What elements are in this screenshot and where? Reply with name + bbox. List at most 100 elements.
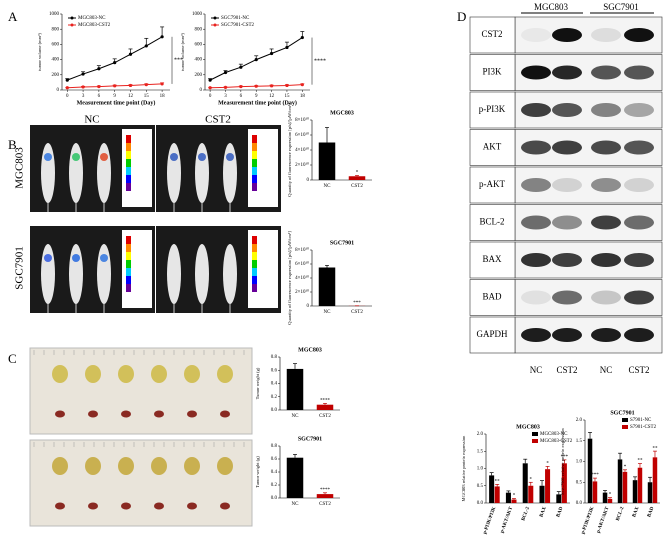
blot-label-box (469, 16, 516, 54)
band (624, 140, 654, 155)
band (591, 65, 621, 80)
bar (286, 368, 304, 410)
signal (44, 153, 52, 161)
bar (632, 480, 638, 503)
significance: * (530, 477, 533, 482)
bar (561, 463, 567, 503)
chart-title: MGC803 (516, 424, 540, 430)
y-tick-label: 600 (52, 43, 60, 48)
bar (637, 467, 643, 503)
point (160, 82, 164, 86)
point (81, 72, 85, 76)
color-scale (252, 268, 257, 276)
point (269, 84, 274, 88)
point (113, 61, 117, 65)
y-tick-label: 0 (57, 88, 60, 93)
y-tick-label: 1.5 (576, 439, 583, 444)
x-tick-label: BAX (632, 506, 640, 518)
point (208, 78, 212, 82)
x-axis-label: Measurement time point (Day) (218, 99, 297, 106)
blot-label-box (469, 279, 516, 316)
point (81, 85, 85, 89)
tumor (55, 502, 65, 510)
x-tick-label: p-AKT/AKT (500, 506, 514, 534)
x-tick-label: BCL-2 (616, 506, 626, 522)
legend-label: MGC803-NC (540, 432, 568, 437)
significance: ** (637, 459, 643, 464)
x-tick-label: 9 (113, 94, 116, 99)
tumor (184, 365, 200, 383)
point (239, 84, 243, 89)
y-tick-label: 2×10¹⁰ (295, 162, 309, 168)
legend-marker (70, 23, 74, 27)
row-label: SGC7901 (14, 246, 26, 289)
point (254, 58, 258, 62)
y-axis-label: Tumor weight (g) (255, 367, 260, 399)
bar (316, 494, 334, 498)
point (128, 83, 133, 88)
color-scale (252, 260, 257, 268)
mouse (69, 244, 83, 304)
y-axis-label: Quantity of fluorescence expression [p/s… (287, 103, 292, 197)
blot-label-box (469, 91, 516, 129)
y-axis-label: Quantity of fluorescence expression [p/s… (287, 231, 292, 325)
bar (316, 404, 334, 410)
y-tick-label: 0 (307, 304, 310, 309)
x-axis-label: Measurement time point (Day) (77, 99, 156, 106)
x-tick-label: NC (324, 184, 332, 189)
bar (545, 469, 551, 503)
y-tick-label: 0.5 (477, 484, 484, 489)
x-tick-label: p-AKT/AKT (596, 506, 610, 534)
chart-title: SGC7901 (330, 240, 354, 246)
blot-label: PI3K (482, 67, 502, 77)
bar (522, 463, 528, 503)
y-axis-label: tumor volume (mm³) (37, 33, 42, 71)
mouse (195, 244, 209, 304)
band (521, 328, 551, 342)
legend-swatch (532, 432, 538, 436)
legend-label: MGC803-CST2 (540, 439, 573, 444)
y-tick-label: 8×10¹⁰ (295, 117, 309, 123)
column-label: CST2 (205, 114, 231, 126)
point (65, 86, 69, 90)
point (300, 35, 304, 40)
band (624, 28, 654, 42)
band (552, 140, 582, 155)
y-axis-label: SGC7901 relative protein expression (560, 427, 565, 494)
y-tick-label: 0.2 (271, 395, 278, 400)
y-tick-label: 6×10¹⁰ (295, 132, 309, 138)
bar (348, 176, 366, 180)
y-tick-label: 2.0 (576, 418, 583, 423)
panel-label: B (8, 137, 17, 152)
significance: **** (314, 58, 326, 64)
y-axis-label: tumor volume (mm³) (180, 33, 185, 71)
legend-label: SGC7901-NC (221, 16, 250, 21)
legend-swatch (532, 439, 538, 443)
blot-label: BCL-2 (479, 217, 504, 227)
tumor-photo (29, 439, 253, 527)
blot-label: p-AKT (479, 179, 505, 189)
y-tick-label: 8×10¹⁰ (295, 247, 309, 253)
point (223, 70, 228, 75)
x-tick-label: 18 (160, 94, 166, 99)
panel-label: A (8, 9, 18, 24)
band (552, 290, 582, 305)
bar (652, 457, 658, 503)
band (591, 140, 621, 155)
y-tick-label: 800 (52, 27, 60, 32)
color-scale (252, 175, 257, 183)
bar (607, 498, 613, 503)
blot-label-box (469, 241, 516, 279)
point (285, 45, 289, 50)
tumor (217, 457, 233, 475)
y-axis-label: MGC803 relative protein expression (461, 435, 466, 502)
color-scale (252, 244, 257, 252)
color-scale (252, 284, 257, 292)
color-scale (126, 159, 131, 167)
legend-label: S7901-NC (630, 418, 652, 423)
blot-label: p-PI3K (479, 104, 506, 114)
band (591, 215, 621, 230)
x-tick-label: 12 (128, 94, 134, 99)
bar (587, 438, 593, 503)
